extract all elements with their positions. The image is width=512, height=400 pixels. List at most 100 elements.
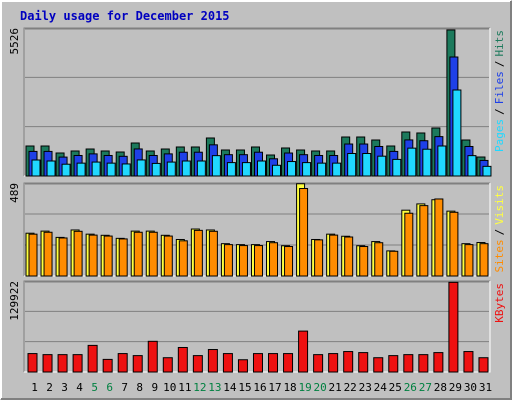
x-tick-label: 28 <box>434 381 447 394</box>
bar <box>362 153 372 177</box>
bar <box>467 155 477 177</box>
panel-edge-dark <box>23 182 490 276</box>
bar <box>313 354 324 373</box>
x-tick-label: 25 <box>389 381 402 394</box>
bar <box>392 158 402 177</box>
panel-edge-dark <box>23 27 490 176</box>
bar <box>433 352 444 373</box>
bar <box>482 165 492 177</box>
bar <box>287 161 297 177</box>
x-tick-label: 8 <box>136 381 143 394</box>
bar <box>317 162 327 177</box>
x-tick-label: 15 <box>238 381 251 394</box>
bar <box>28 233 38 277</box>
legend: Sites / Visits <box>493 185 506 273</box>
bar <box>76 162 86 177</box>
bar <box>332 162 342 177</box>
bar <box>347 153 357 177</box>
bar <box>133 231 143 277</box>
bar <box>449 211 459 277</box>
chart-title: Daily usage for December 2015 <box>20 9 230 23</box>
bar <box>358 352 369 373</box>
bar <box>452 89 462 177</box>
bar <box>211 155 221 177</box>
bar <box>226 162 236 177</box>
bar <box>192 355 203 373</box>
x-tick-label: 14 <box>223 381 237 394</box>
bar <box>208 230 218 277</box>
bar <box>298 330 309 373</box>
bar <box>43 231 53 277</box>
x-tick-label: 7 <box>121 381 128 394</box>
x-tick-label: 30 <box>464 381 477 394</box>
bar <box>223 244 233 277</box>
x-tick-label: 19 <box>298 381 311 394</box>
bar <box>407 147 417 177</box>
bar <box>377 155 387 177</box>
bar <box>31 159 41 177</box>
bar <box>148 231 158 277</box>
bar <box>284 246 294 277</box>
bar <box>61 163 71 177</box>
bar <box>374 242 384 277</box>
bar <box>302 162 312 177</box>
y-tick-label: 5526 <box>8 28 21 55</box>
bar <box>181 160 191 177</box>
bar <box>88 234 98 277</box>
bar <box>418 354 429 373</box>
bar <box>388 355 399 373</box>
bar <box>57 354 68 373</box>
bar <box>256 160 266 177</box>
bar <box>177 346 188 373</box>
x-tick-label: 29 <box>449 381 462 394</box>
x-tick-label: 10 <box>163 381 176 394</box>
bar <box>268 353 279 373</box>
bar <box>328 353 339 373</box>
bar <box>314 239 324 277</box>
x-tick-label: 24 <box>374 381 388 394</box>
bar <box>463 351 474 373</box>
x-tick-label: 22 <box>344 381 357 394</box>
x-tick-label: 6 <box>106 381 113 394</box>
bar <box>136 159 146 177</box>
legend-entry: Visits <box>493 185 506 225</box>
bar <box>359 246 369 277</box>
legend-entry: Files <box>493 71 506 104</box>
bar <box>269 242 279 277</box>
x-tick-label: 26 <box>404 381 417 394</box>
x-tick-label: 27 <box>419 381 432 394</box>
bar <box>437 145 447 177</box>
legend-entry: Pages <box>493 119 506 152</box>
panel-edge-dark <box>23 280 490 372</box>
bar <box>42 354 53 373</box>
x-tick-label: 1 <box>31 381 38 394</box>
y-tick-label: 489 <box>8 183 21 203</box>
bar <box>118 238 128 277</box>
x-tick-label: 5 <box>91 381 98 394</box>
x-tick-label: 17 <box>268 381 281 394</box>
bar <box>151 162 161 177</box>
legend-entry: KBytes <box>493 283 506 323</box>
x-tick-label: 4 <box>76 381 83 394</box>
bar <box>241 162 251 177</box>
bar <box>106 162 116 177</box>
bar <box>343 351 354 373</box>
bar <box>178 240 188 277</box>
x-tick-label: 9 <box>151 381 158 394</box>
bar <box>162 357 173 373</box>
bar <box>344 236 354 277</box>
bar <box>479 243 489 277</box>
bar <box>117 353 128 373</box>
bar <box>207 349 218 373</box>
bar <box>464 244 474 277</box>
bar <box>46 160 56 177</box>
bar <box>419 205 429 277</box>
bar <box>403 354 414 373</box>
bar <box>448 281 459 373</box>
bar <box>27 353 38 373</box>
x-tick-label: 12 <box>193 381 206 394</box>
bar <box>103 235 113 277</box>
